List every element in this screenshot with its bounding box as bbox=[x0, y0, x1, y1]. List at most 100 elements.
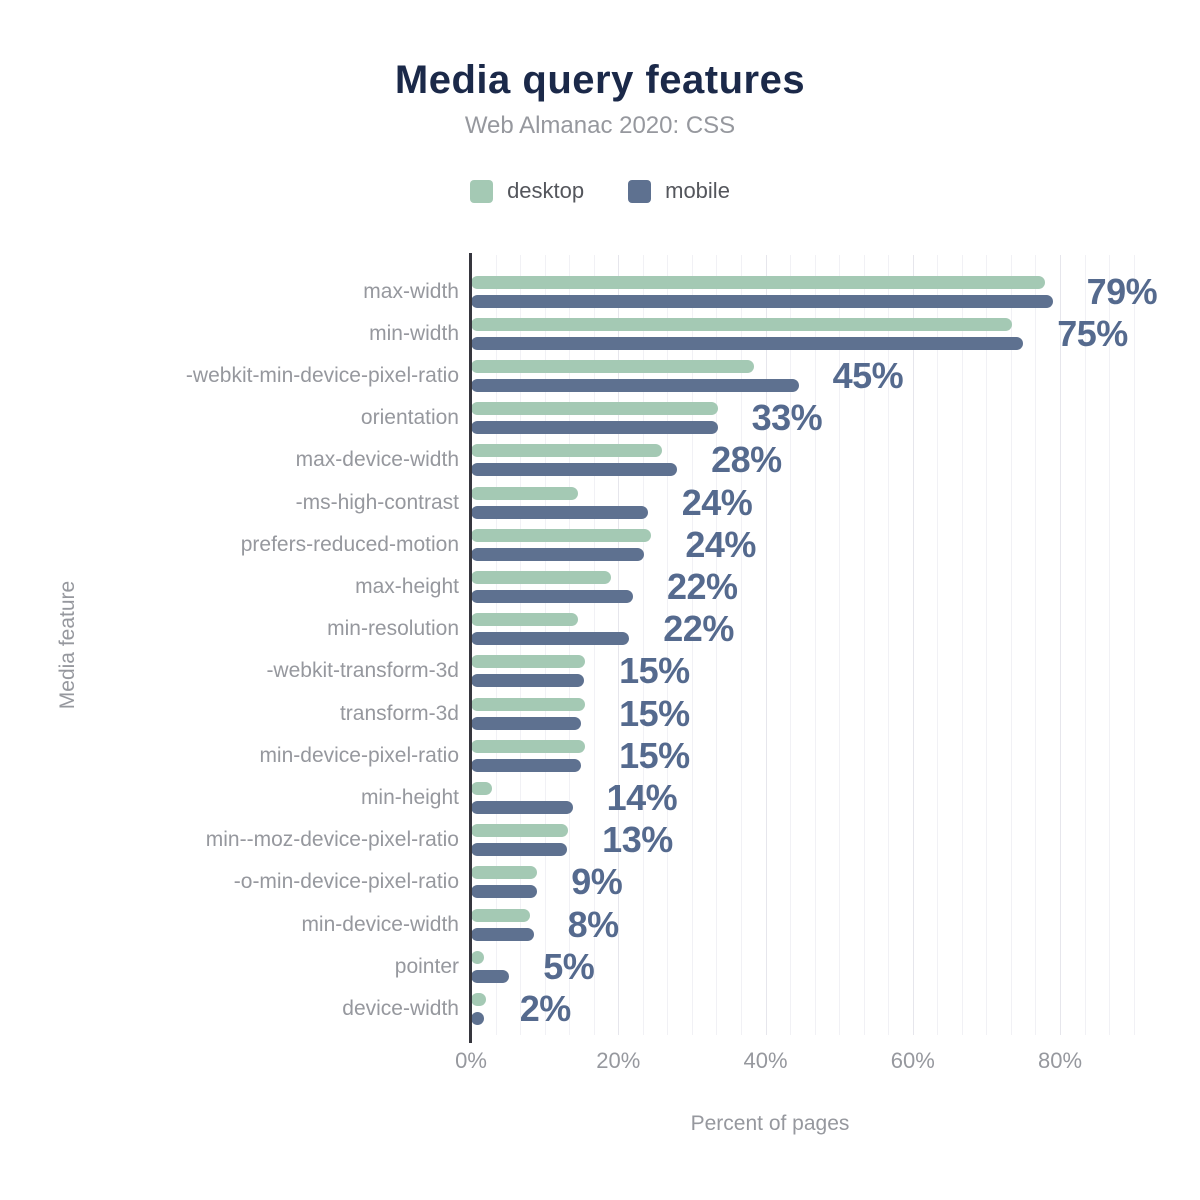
x-axis-title: Percent of pages bbox=[690, 1112, 850, 1135]
desktop-bar bbox=[471, 992, 486, 1006]
mobile-bar bbox=[471, 674, 584, 688]
value-label: 15% bbox=[619, 692, 690, 734]
gridline-minor bbox=[961, 255, 963, 1035]
value-label: 14% bbox=[606, 776, 678, 818]
mobile-bar bbox=[471, 800, 573, 814]
legend-label: desktop bbox=[507, 178, 585, 203]
value-label: 75% bbox=[1057, 312, 1128, 354]
gridline-minor bbox=[839, 255, 841, 1035]
legend-item-mobile[interactable]: mobile bbox=[628, 178, 730, 204]
gridline-minor bbox=[691, 255, 693, 1035]
desktop-bar bbox=[471, 866, 538, 880]
gridline-minor bbox=[642, 255, 644, 1035]
value-label: 33% bbox=[751, 397, 823, 439]
gridline-minor bbox=[740, 255, 742, 1035]
category-label: -ms-high-contrast bbox=[295, 490, 459, 514]
category-label: -webkit-transform-3d bbox=[266, 659, 459, 683]
category-label: min-height bbox=[360, 785, 459, 809]
desktop-bar bbox=[471, 402, 718, 416]
mobile-bar bbox=[471, 969, 510, 983]
value-label: 13% bbox=[602, 819, 673, 861]
category-label: orientation bbox=[360, 406, 459, 430]
mobile-bar bbox=[471, 336, 1024, 350]
legend-label: mobile bbox=[665, 178, 730, 203]
gridline-minor bbox=[790, 255, 792, 1035]
mobile-bar bbox=[471, 547, 645, 561]
x-tick-label: 60% bbox=[890, 1048, 935, 1073]
desktop-bar bbox=[471, 275, 1046, 289]
mobile-bar bbox=[471, 843, 568, 857]
legend: desktop mobile bbox=[0, 178, 1200, 204]
x-tick-label: 80% bbox=[1037, 1048, 1083, 1073]
category-label: -o-min-device-pixel-ratio bbox=[233, 870, 459, 894]
desktop-bar bbox=[471, 570, 611, 584]
value-label: 45% bbox=[832, 354, 904, 396]
value-label: 24% bbox=[681, 481, 753, 523]
desktop-bar bbox=[471, 824, 569, 838]
desktop-bar bbox=[471, 528, 652, 542]
value-label: 8% bbox=[567, 903, 620, 945]
desktop-bar bbox=[471, 444, 663, 458]
mobile-bar bbox=[471, 463, 678, 477]
gridline-minor bbox=[716, 255, 718, 1035]
gridline-major bbox=[765, 255, 767, 1035]
gridline-minor bbox=[1133, 255, 1135, 1035]
legend-swatch-desktop bbox=[470, 179, 494, 203]
value-label: 24% bbox=[685, 523, 756, 565]
mobile-bar bbox=[471, 632, 630, 646]
chart-title: Media query features bbox=[394, 58, 806, 102]
mobile-bar bbox=[471, 294, 1053, 308]
category-label: device-width bbox=[342, 996, 459, 1020]
gridline-minor bbox=[888, 255, 890, 1035]
gridline-minor bbox=[1109, 255, 1111, 1035]
value-label: 5% bbox=[543, 945, 595, 987]
category-label: min-width bbox=[369, 321, 459, 345]
category-label: min-resolution bbox=[327, 617, 459, 641]
chart-subtitle: Web Almanac 2020: CSS bbox=[464, 112, 736, 139]
category-label: min--moz-device-pixel-ratio bbox=[205, 828, 459, 852]
value-label: 22% bbox=[663, 608, 734, 650]
mobile-bar bbox=[471, 1011, 484, 1025]
mobile-bar bbox=[471, 378, 799, 392]
gridline-minor bbox=[814, 255, 816, 1035]
desktop-bar bbox=[471, 697, 586, 711]
legend-swatch-mobile bbox=[628, 179, 652, 203]
desktop-bar bbox=[471, 739, 586, 753]
value-label: 15% bbox=[619, 650, 690, 692]
mobile-bar bbox=[471, 505, 648, 519]
gridline-major bbox=[1060, 255, 1061, 1035]
mobile-bar bbox=[471, 758, 582, 772]
mobile-bar bbox=[471, 589, 633, 603]
value-label: 28% bbox=[711, 439, 782, 481]
y-axis-title: Media feature bbox=[56, 580, 79, 710]
category-label: max-height bbox=[355, 574, 459, 598]
mobile-bar bbox=[471, 927, 534, 941]
mobile-bar bbox=[471, 885, 538, 899]
x-tick-label: 0% bbox=[455, 1048, 487, 1073]
legend-item-desktop[interactable]: desktop bbox=[470, 178, 584, 204]
category-label: min-device-pixel-ratio bbox=[259, 743, 459, 767]
gridline-minor bbox=[1084, 255, 1086, 1035]
x-tick-label: 20% bbox=[596, 1048, 641, 1073]
category-label: min-device-width bbox=[301, 912, 459, 936]
category-label: prefers-reduced-motion bbox=[240, 532, 459, 556]
value-label: 79% bbox=[1086, 270, 1158, 312]
gridline-minor bbox=[1010, 255, 1012, 1035]
desktop-bar bbox=[471, 950, 484, 964]
value-label: 22% bbox=[666, 565, 738, 607]
gridline-minor bbox=[986, 255, 988, 1035]
value-label: 9% bbox=[571, 861, 623, 903]
desktop-bar bbox=[471, 655, 586, 669]
x-tick-label: 40% bbox=[743, 1048, 788, 1073]
desktop-bar bbox=[471, 908, 530, 922]
category-label: transform-3d bbox=[339, 701, 459, 725]
category-label: max-width bbox=[363, 279, 459, 303]
category-label: pointer bbox=[394, 954, 459, 978]
y-axis-line bbox=[469, 253, 472, 1043]
mobile-bar bbox=[471, 716, 582, 730]
desktop-bar bbox=[471, 613, 578, 627]
gridline-minor bbox=[937, 255, 939, 1035]
category-label: -webkit-min-device-pixel-ratio bbox=[185, 363, 459, 387]
value-label: 15% bbox=[619, 734, 690, 776]
